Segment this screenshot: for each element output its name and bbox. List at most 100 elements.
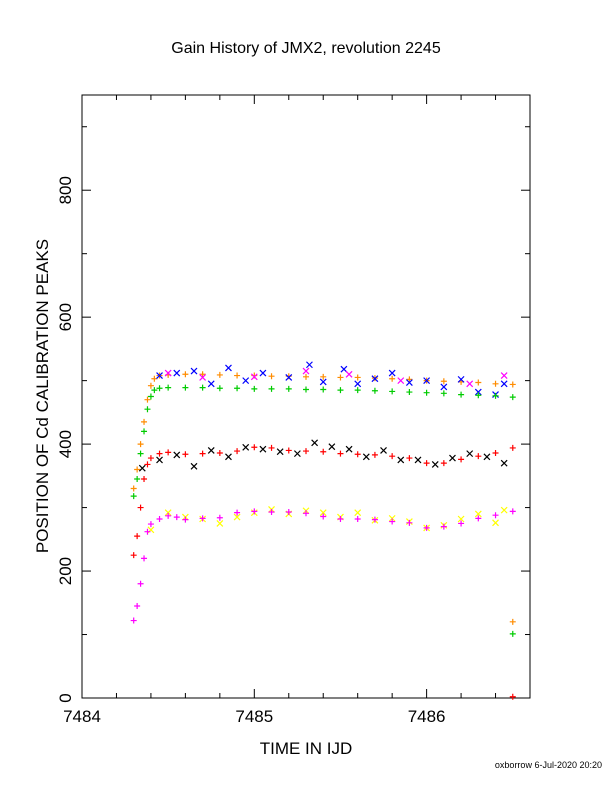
data-point <box>165 449 172 456</box>
data-points <box>130 361 516 700</box>
data-point <box>458 391 465 398</box>
y-tick-label: 400 <box>56 430 75 458</box>
data-point <box>509 508 516 515</box>
data-point <box>144 396 151 403</box>
data-point <box>474 388 482 396</box>
data-point <box>500 372 508 379</box>
data-point <box>268 373 275 380</box>
series-4 <box>138 439 508 472</box>
tick-labels: 7484 7485 7486 0 200 400 600 800 <box>56 176 446 726</box>
data-point <box>190 462 198 470</box>
axis-ticks <box>81 95 531 699</box>
data-point <box>207 447 215 454</box>
data-point <box>423 389 430 396</box>
data-point <box>303 448 309 455</box>
data-point <box>340 365 348 373</box>
data-point <box>405 379 413 386</box>
data-point <box>492 392 499 399</box>
data-point <box>475 379 482 386</box>
data-point <box>475 392 482 399</box>
data-point <box>440 390 447 397</box>
data-point <box>225 364 232 372</box>
data-point <box>156 516 163 523</box>
data-point <box>388 369 396 377</box>
x-tick-label: 7486 <box>408 707 446 726</box>
data-point <box>268 385 275 392</box>
data-point <box>151 375 158 382</box>
series-2 <box>164 367 508 388</box>
data-point <box>431 460 439 468</box>
data-point <box>406 376 413 383</box>
x-axis-label: TIME IN IJD <box>260 739 353 758</box>
data-point <box>251 508 258 515</box>
data-point <box>144 406 151 413</box>
data-point <box>156 372 163 379</box>
data-point <box>199 371 206 378</box>
series-6 <box>147 506 508 534</box>
data-point <box>285 509 292 516</box>
data-point <box>320 373 327 380</box>
data-point <box>354 516 361 523</box>
data-point <box>251 444 258 451</box>
data-point <box>337 516 344 523</box>
data-point <box>276 448 284 456</box>
data-point <box>337 374 344 381</box>
footer-credit: oxborrow 6-Jul-2020 20:20 <box>495 760 602 770</box>
data-point <box>137 450 144 457</box>
series-0 <box>130 371 516 625</box>
data-point <box>509 618 516 625</box>
data-point <box>440 378 447 385</box>
x-tick-label: 7485 <box>235 707 273 726</box>
data-point <box>164 369 172 377</box>
data-point <box>423 524 430 531</box>
data-point <box>147 382 154 389</box>
data-point <box>466 380 474 388</box>
data-point <box>414 456 422 464</box>
data-point <box>199 374 207 381</box>
data-point <box>371 375 379 383</box>
data-point <box>320 448 327 455</box>
data-point <box>134 476 141 483</box>
y-tick-label: 800 <box>56 176 75 204</box>
data-point <box>130 617 137 624</box>
data-point <box>457 515 465 523</box>
data-point <box>141 476 148 483</box>
data-point <box>320 386 327 393</box>
data-point <box>242 377 250 385</box>
data-point <box>225 453 232 461</box>
data-point <box>182 371 189 378</box>
data-point <box>137 504 144 511</box>
data-point <box>182 384 189 391</box>
data-point <box>406 455 413 462</box>
data-point <box>130 485 137 492</box>
data-point <box>147 521 154 528</box>
data-point <box>371 387 378 394</box>
data-point <box>306 361 313 369</box>
series-1 <box>156 361 508 399</box>
data-point <box>371 451 378 458</box>
data-point <box>216 520 224 527</box>
data-point <box>397 377 405 385</box>
data-point <box>268 509 275 516</box>
data-point <box>474 510 482 518</box>
data-point <box>156 450 163 457</box>
data-point <box>151 387 158 394</box>
data-point <box>389 518 396 525</box>
data-point <box>423 460 430 467</box>
data-point <box>134 466 141 473</box>
series-5 <box>130 444 516 700</box>
data-point <box>389 375 396 382</box>
data-point <box>337 450 344 457</box>
data-point <box>483 453 491 461</box>
data-point <box>234 372 241 379</box>
data-point <box>466 450 474 458</box>
data-point <box>130 552 137 559</box>
data-point <box>165 384 172 391</box>
data-point <box>492 512 499 519</box>
data-point <box>182 451 189 458</box>
plot-frame <box>81 94 531 699</box>
y-tick-label: 200 <box>56 557 75 585</box>
data-point <box>500 459 508 467</box>
data-point <box>165 512 172 519</box>
data-point <box>509 381 516 388</box>
